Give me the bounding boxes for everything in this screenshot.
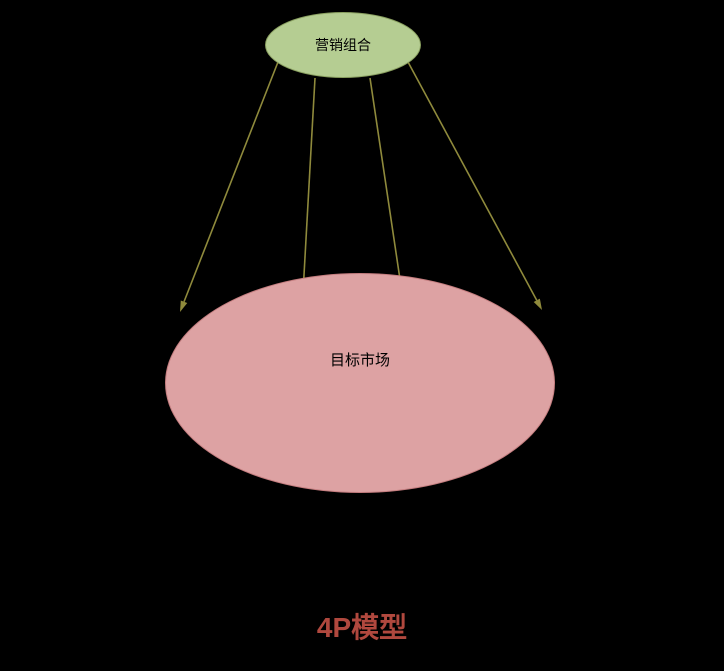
node-marketing-mix-label: 营销组合 [315,35,371,55]
node-target-market: 目标市场 [165,273,555,493]
node-marketing-mix: 营销组合 [265,12,421,78]
node-target-market-label: 目标市场 [330,349,390,370]
diagram-canvas: 目标市场 营销组合 4P模型 [0,0,724,671]
diagram-title: 4P模型 [0,606,724,646]
